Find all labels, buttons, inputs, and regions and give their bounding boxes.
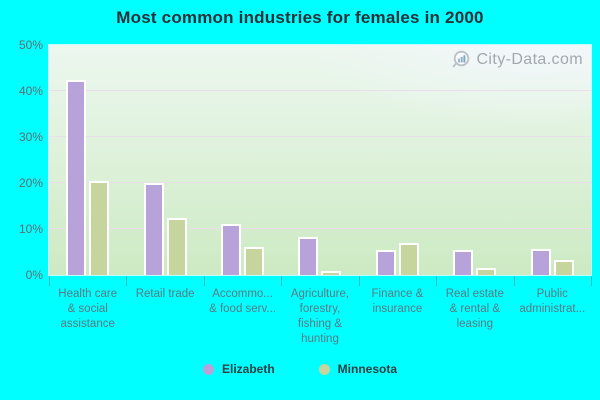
bar-group-4 (281, 45, 358, 275)
bar-group-7 (514, 45, 591, 275)
bar-group-3 (204, 45, 281, 275)
x-axis-labels: Health care & social assistance Retail tr… (49, 287, 591, 347)
x-axis-tick (203, 276, 205, 286)
x-axis-tick (436, 276, 438, 286)
bar-elizabeth-1 (66, 79, 87, 275)
y-tick-label-50: 50% (18, 38, 43, 52)
category-label-6: Real estate & rental & leasing (445, 288, 504, 330)
bar-minnesota-3 (244, 247, 265, 275)
category-label-1: Health care & social assistance (58, 288, 118, 330)
bar-minnesota-4 (321, 271, 342, 275)
legend-item-minnesota: Minnesota (318, 362, 398, 376)
y-tick-label-0: 0% (25, 268, 43, 282)
bar-elizabeth-5 (375, 249, 396, 275)
bar-groups (49, 45, 591, 275)
y-tick-label-10: 10% (18, 222, 43, 236)
x-axis-ticks (49, 276, 592, 288)
x-axis-tick (49, 276, 50, 286)
x-axis-tick (126, 276, 128, 286)
y-tick-label-40: 40% (18, 84, 43, 98)
x-axis-tick (281, 276, 283, 286)
legend: Elizabeth Minnesota (0, 362, 600, 376)
category-label-4: Agriculture, forestry, fishing & hunting (290, 288, 350, 345)
bar-minnesota-2 (166, 217, 187, 275)
legend-marker-minnesota (318, 363, 330, 375)
y-axis-labels: 0% 10% 20% 30% 40% 50% (0, 38, 43, 282)
bar-minnesota-5 (398, 242, 419, 275)
y-tick-label-30: 30% (18, 130, 43, 144)
watermark: City-Data.com (452, 50, 583, 70)
gridline-20 (49, 182, 591, 183)
legend-label-elizabeth: Elizabeth (221, 362, 275, 376)
bar-elizabeth-6 (453, 249, 474, 275)
magnifier-chart-icon (453, 50, 470, 68)
category-label-7: Public administrat... (519, 288, 586, 315)
bar-group-1 (49, 45, 126, 275)
bar-elizabeth-7 (530, 249, 551, 275)
bar-minnesota-6 (476, 268, 497, 275)
gridline-10 (49, 228, 591, 229)
bar-minnesota-1 (89, 180, 110, 275)
bar-group-5 (359, 45, 436, 275)
x-axis-tick (591, 276, 592, 286)
category-label-2: Retail trade (135, 288, 195, 300)
chart-title: Most common industries for females in 20… (116, 8, 484, 27)
gridline-30 (49, 136, 591, 137)
x-axis-tick (513, 276, 515, 286)
legend-marker-elizabeth (202, 363, 214, 375)
bar-group-2 (126, 45, 203, 275)
bar-group-6 (436, 45, 513, 275)
plot-area: City-Data.com (49, 45, 591, 275)
x-axis-tick (358, 276, 360, 286)
y-tick-label-20: 20% (18, 176, 43, 190)
legend-label-minnesota: Minnesota (337, 362, 398, 376)
legend-item-elizabeth: Elizabeth (202, 362, 275, 376)
bar-elizabeth-3 (221, 224, 242, 275)
watermark-text: City-Data.com (476, 51, 583, 68)
bar-minnesota-7 (553, 259, 574, 275)
category-label-3: Accommo... & food serv... (209, 288, 276, 315)
gridline-40 (49, 90, 591, 91)
bar-elizabeth-4 (298, 236, 319, 275)
category-label-5: Finance & insurance (371, 288, 424, 315)
bar-elizabeth-2 (143, 183, 164, 275)
